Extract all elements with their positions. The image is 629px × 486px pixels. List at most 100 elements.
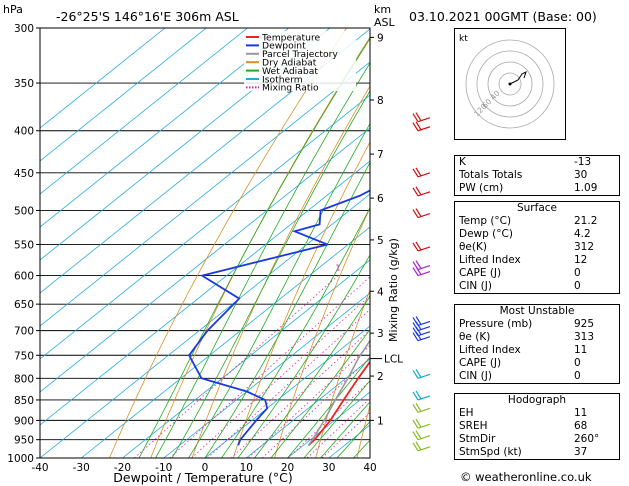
wet-adiabat-line <box>188 122 370 458</box>
most-unstable-row-value: 11 <box>574 344 588 356</box>
temperature-tick-label: -30 <box>73 462 90 474</box>
surface-row: Temp (°C) 21.2 <box>455 215 619 228</box>
plot-frame <box>39 27 371 459</box>
pressure-tick-label: 500 <box>14 205 34 217</box>
dry-adiabat-line <box>109 28 347 458</box>
isotherm-line <box>40 28 370 294</box>
pressure-tick-label: 850 <box>14 395 34 407</box>
x-axis-label: Dewpoint / Temperature (°C) <box>113 470 292 485</box>
pw-label: PW (cm) <box>459 182 504 194</box>
pressure-tick-label: 800 <box>14 373 34 385</box>
parcel-trajectory-line <box>307 339 370 446</box>
wind-barb <box>412 368 431 379</box>
hodograph-ring <box>476 50 544 118</box>
wind-barb <box>412 321 431 332</box>
most-unstable-row-label: CAPE (J) <box>459 357 502 369</box>
pressure-tick-label: 950 <box>14 435 34 447</box>
wind-barb <box>412 403 431 413</box>
surface-row-label: Temp (°C) <box>459 215 512 227</box>
most-unstable-title: Most Unstable <box>499 305 575 317</box>
surface-title: Surface <box>516 202 557 214</box>
mixing-ratio-label: 8 <box>443 264 448 273</box>
dry-adiabat-line <box>232 141 370 458</box>
wet-adiabat-line <box>204 161 370 458</box>
km-tick-label: 8 <box>377 95 384 107</box>
wet-adiabat-line <box>221 206 370 458</box>
surface-row-label: CAPE (J) <box>459 267 502 279</box>
wind-barb <box>412 430 431 441</box>
surface-row-value: 4.2 <box>574 228 591 240</box>
mixing-ratio-line <box>287 380 370 458</box>
most-unstable-panel: Most Unstable Pressure (mb) 925 θe (K) 313 L… <box>454 304 620 384</box>
mixing-ratio-line <box>248 344 370 458</box>
mixing-ratio-line <box>207 308 370 458</box>
isotherm-line <box>40 28 207 162</box>
most-unstable-row-value: 0 <box>574 357 581 369</box>
pressure-tick-label: 700 <box>14 326 34 338</box>
wind-barb <box>412 441 431 452</box>
legend-entry-label: Isotherm <box>262 74 303 85</box>
surface-row-value: 12 <box>574 254 588 266</box>
pressure-tick-label: 750 <box>14 350 34 362</box>
station-location: -26°25'S 146°16'E 306m ASL <box>56 9 239 24</box>
pressure-tick-label: 350 <box>14 78 34 90</box>
surface-panel: Surface Temp (°C) 21.2 Dewp (°C) 4.2 θe(K) 31… <box>454 201 620 294</box>
km-tick-label: 9 <box>377 32 384 44</box>
wet-adiabat-line <box>270 328 370 458</box>
mixing-ratio-label: 1 <box>335 264 340 273</box>
most-unstable-row-value: 925 <box>574 318 595 330</box>
most-unstable-row-label: Pressure (mb) <box>459 318 533 330</box>
wind-barb <box>412 316 431 327</box>
most-unstable-row: CIN (J) 0 <box>455 370 619 383</box>
hodograph-trace <box>509 71 527 85</box>
temperature-tick-label: 10 <box>240 462 253 474</box>
hodograph-params-row-value: 260° <box>574 433 600 445</box>
hodograph-params-row-value: 11 <box>574 407 588 419</box>
most-unstable-row-value: 313 <box>574 331 595 343</box>
wind-barb <box>412 241 431 252</box>
km-unit-label: km <box>374 3 392 16</box>
surface-row: CIN (J) 0 <box>455 280 619 293</box>
surface-row-label: Dewp (°C) <box>459 228 513 240</box>
indices-panel: K -13 Totals Totals 30 PW (cm) 1.09 <box>454 155 620 196</box>
wet-adiabat-line <box>320 401 370 458</box>
isotherm-line <box>40 61 370 327</box>
hodograph-params-row-label: SREH <box>459 420 488 432</box>
wind-barb <box>412 167 431 178</box>
legend-entry-label: Dewpoint <box>262 41 306 52</box>
wind-barb <box>412 266 431 277</box>
wet-adiabat-line <box>254 295 370 458</box>
isotherm-line <box>40 28 248 195</box>
legend-box <box>244 31 356 91</box>
wet-adiabat-line <box>155 62 370 458</box>
isotherm-line <box>163 292 370 458</box>
hodograph-ring <box>487 61 533 107</box>
surface-row: CAPE (J) 0 <box>455 267 619 280</box>
hodograph-params-row-value: 37 <box>574 446 588 458</box>
pressure-tick-label: 900 <box>14 415 34 427</box>
isotherm-line <box>204 325 370 458</box>
dewpoint-profile-line <box>188 189 370 446</box>
km-tick-label: 6 <box>377 193 384 205</box>
surface-row: θe(K) 312 <box>455 241 619 254</box>
pressure-tick-label: 550 <box>14 239 34 251</box>
temperature-tick-label: -10 <box>155 462 172 474</box>
legend-entry-label: Parcel Trajectory <box>262 49 338 60</box>
temperature-tick-label: 40 <box>363 462 376 474</box>
hodograph-params-row: StmSpd (kt) 37 <box>455 446 619 459</box>
k-index-label: K <box>459 156 466 168</box>
km-tick-label: 1 <box>377 415 384 427</box>
wind-barb <box>412 121 431 132</box>
km-tick-label: 7 <box>377 149 384 161</box>
hodograph-params-row: StmDir 260° <box>455 433 619 446</box>
wet-adiabat-line <box>171 90 370 458</box>
most-unstable-row-label: Lifted Index <box>459 344 521 356</box>
mixing-ratio-axis-label: Mixing Ratio (g/kg) <box>387 238 400 342</box>
pressure-tick-label: 600 <box>14 271 34 283</box>
hodograph-params-panel: Hodograph EH 11 SREH 68 StmDir 260° StmSpd (kt… <box>454 393 620 460</box>
isotherm-line <box>40 28 331 261</box>
hodograph-params-row-label: StmDir <box>459 433 496 445</box>
wind-barb <box>412 186 431 197</box>
